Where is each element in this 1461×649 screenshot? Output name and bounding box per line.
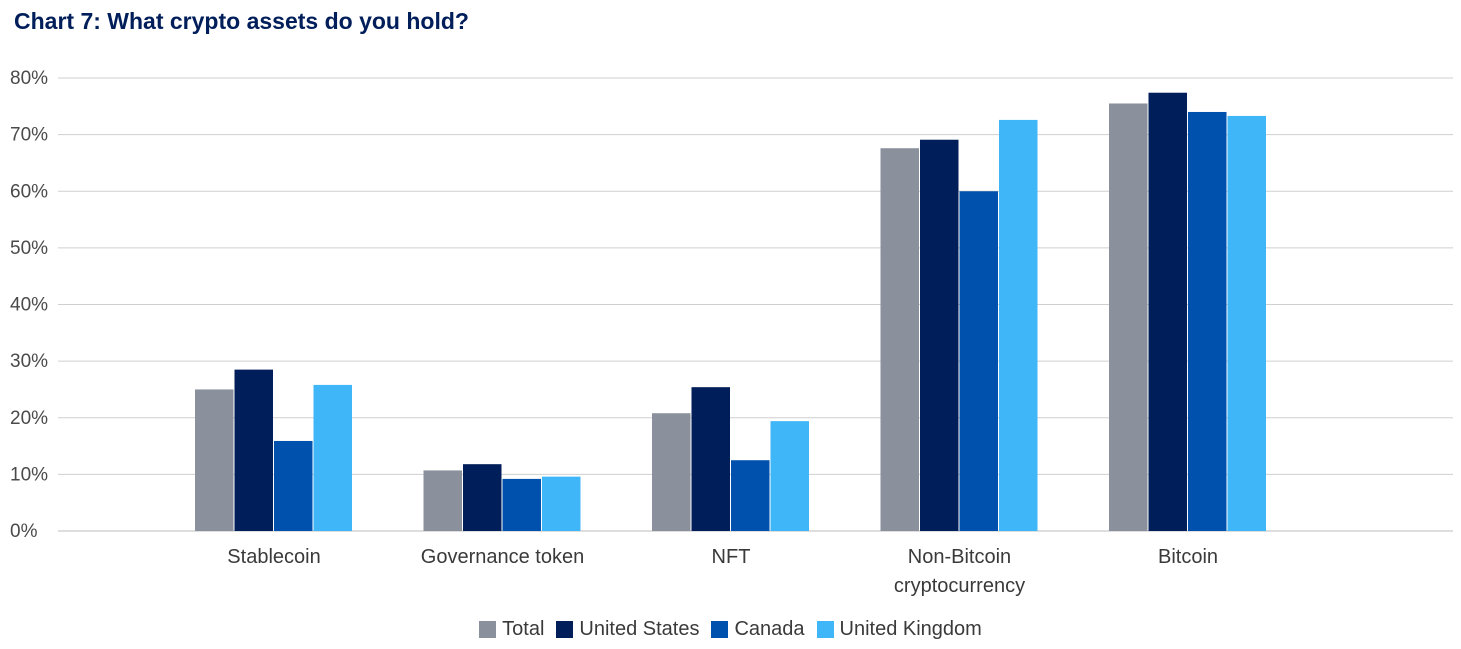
bar-total-bitcoin xyxy=(1109,103,1148,531)
bar-united-kingdom-non-bitcoin-cryptocurrency xyxy=(999,119,1038,531)
y-tick-label: 20% xyxy=(10,408,48,429)
y-tick-label: 60% xyxy=(10,181,48,202)
legend-swatch xyxy=(479,621,497,638)
bar-united-states-nft xyxy=(691,387,730,531)
bar-total-stablecoin xyxy=(195,389,234,531)
x-category-label: NFT xyxy=(712,546,751,568)
legend-swatch xyxy=(556,621,574,638)
y-tick-label: 10% xyxy=(10,464,48,485)
bar-united-kingdom-bitcoin xyxy=(1227,115,1266,531)
bar-united-kingdom-governance-token xyxy=(542,476,581,531)
bar-canada-nft xyxy=(731,460,770,531)
legend-label: United States xyxy=(579,618,700,640)
chart-legend: Total United States Canada United Kingdom xyxy=(0,618,1461,641)
bar-united-states-bitcoin xyxy=(1148,92,1187,531)
legend-label: Canada xyxy=(734,618,805,640)
x-category-label: Non-Bitcoin cryptocurrency xyxy=(894,546,1025,597)
y-tick-label: 70% xyxy=(10,125,48,146)
chart-title: Chart 7: What crypto assets do you hold? xyxy=(14,8,469,34)
bar-total-non-bitcoin-cryptocurrency xyxy=(880,148,919,531)
bar-total-governance-token xyxy=(423,470,462,531)
bar-united-kingdom-nft xyxy=(770,421,809,531)
bar-united-kingdom-stablecoin xyxy=(313,384,352,531)
bar-united-states-non-bitcoin-cryptocurrency xyxy=(920,139,959,531)
y-tick-label: 30% xyxy=(10,351,48,372)
legend-label: Total xyxy=(502,618,545,640)
y-tick-label: 40% xyxy=(10,295,48,316)
legend-item: United Kingdom xyxy=(816,618,982,641)
x-category-label: Bitcoin xyxy=(1158,546,1218,568)
bar-total-nft xyxy=(652,413,691,531)
x-category-label: Governance token xyxy=(421,546,584,568)
legend-item: Canada xyxy=(711,618,805,641)
bar-canada-non-bitcoin-cryptocurrency xyxy=(959,191,998,531)
bar-canada-bitcoin xyxy=(1188,111,1227,531)
y-tick-label: 50% xyxy=(10,238,48,259)
legend-swatch xyxy=(816,621,834,638)
bar-united-states-stablecoin xyxy=(234,369,273,531)
y-tick-label: 80% xyxy=(10,68,48,89)
legend-swatch xyxy=(711,621,729,638)
bar-canada-governance-token xyxy=(502,478,541,531)
bar-united-states-governance-token xyxy=(463,464,502,531)
legend-item: Total xyxy=(479,618,544,641)
legend-label: United Kingdom xyxy=(839,618,982,640)
bar-canada-stablecoin xyxy=(274,440,313,531)
legend-item: United States xyxy=(556,618,699,641)
x-category-label: Stablecoin xyxy=(227,546,320,568)
y-tick-label: 0% xyxy=(10,521,38,542)
